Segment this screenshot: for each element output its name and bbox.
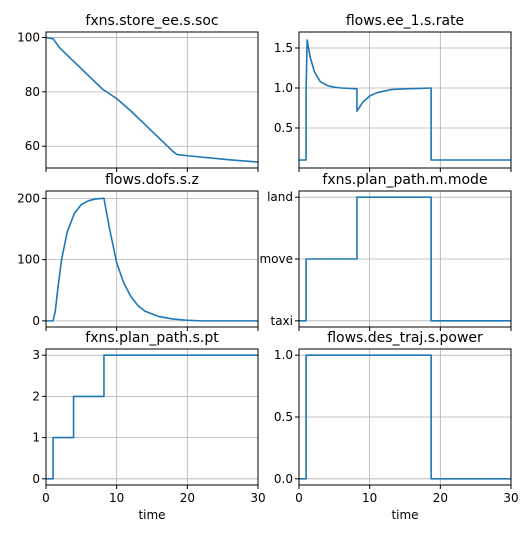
y-tick-label: 200 — [17, 191, 40, 205]
y-tick-label: move — [259, 252, 293, 266]
x-tick-label: 20 — [433, 491, 448, 505]
subplot-title: fxns.plan_path.m.mode — [322, 172, 487, 188]
subplot-6: 0 10 20 30 0.0 0.5 1.0 flows.des_traj.s.powerti… — [274, 330, 519, 522]
series-line — [45, 36, 259, 163]
y-tick-label: 1.0 — [274, 348, 293, 362]
axes-frame — [45, 348, 259, 486]
x-tick-label: 10 — [362, 491, 377, 505]
y-tick-label: 0.0 — [274, 472, 293, 486]
y-tick-label: taxi — [271, 314, 294, 328]
series-line — [46, 197, 258, 322]
x-axis-label: time — [391, 508, 418, 522]
x-tick-label: 30 — [503, 491, 518, 505]
y-tick-label: 1 — [32, 431, 40, 445]
series-line — [46, 354, 258, 480]
series-line — [299, 196, 511, 322]
y-tick-label: 0 — [32, 314, 40, 328]
subplot-title: flows.des_traj.s.power — [327, 330, 483, 346]
y-tick-label: 100 — [17, 253, 40, 267]
subplot-title: fxns.store_ee.s.soc — [85, 13, 218, 29]
subplot-title: flows.ee_1.s.rate — [346, 13, 464, 29]
x-tick-label: 20 — [180, 491, 195, 505]
series-line — [299, 39, 511, 161]
y-tick-label: 1.5 — [274, 41, 293, 55]
x-axis-label: time — [138, 508, 165, 522]
subplot-4: taxi move land fxns.plan_path.m.mode — [259, 172, 512, 331]
y-tick-label: 60 — [25, 139, 40, 153]
subplot-title: fxns.plan_path.s.pt — [85, 330, 219, 346]
axes-frame — [45, 190, 259, 328]
x-tick-label: 10 — [109, 491, 124, 505]
x-tick-label: 0 — [295, 491, 303, 505]
y-tick-label: 0.5 — [274, 121, 293, 135]
subplot-2: 0.5 1.0 1.5 flows.ee_1.s.rate — [274, 13, 512, 172]
y-tick-label: 1.0 — [274, 81, 293, 95]
x-tick-label: 0 — [42, 491, 50, 505]
y-tick-label: 2 — [32, 389, 40, 403]
series-line — [299, 354, 511, 480]
y-tick-label: 0.5 — [274, 410, 293, 424]
y-tick-label: land — [267, 190, 293, 204]
axes-frame — [45, 31, 259, 169]
y-tick-label: 0 — [32, 472, 40, 486]
subplot-title: flows.dofs.s.z — [105, 172, 199, 188]
subplot-3: 0 100 200 flows.dofs.s.z — [17, 172, 259, 331]
subplot-1: 60 80 100 fxns.store_ee.s.soc — [17, 13, 259, 172]
y-tick-label: 3 — [32, 348, 40, 362]
x-tick-label: 30 — [250, 491, 265, 505]
y-tick-label: 80 — [25, 85, 40, 99]
y-tick-label: 100 — [17, 30, 40, 44]
axes-frame — [298, 31, 512, 169]
